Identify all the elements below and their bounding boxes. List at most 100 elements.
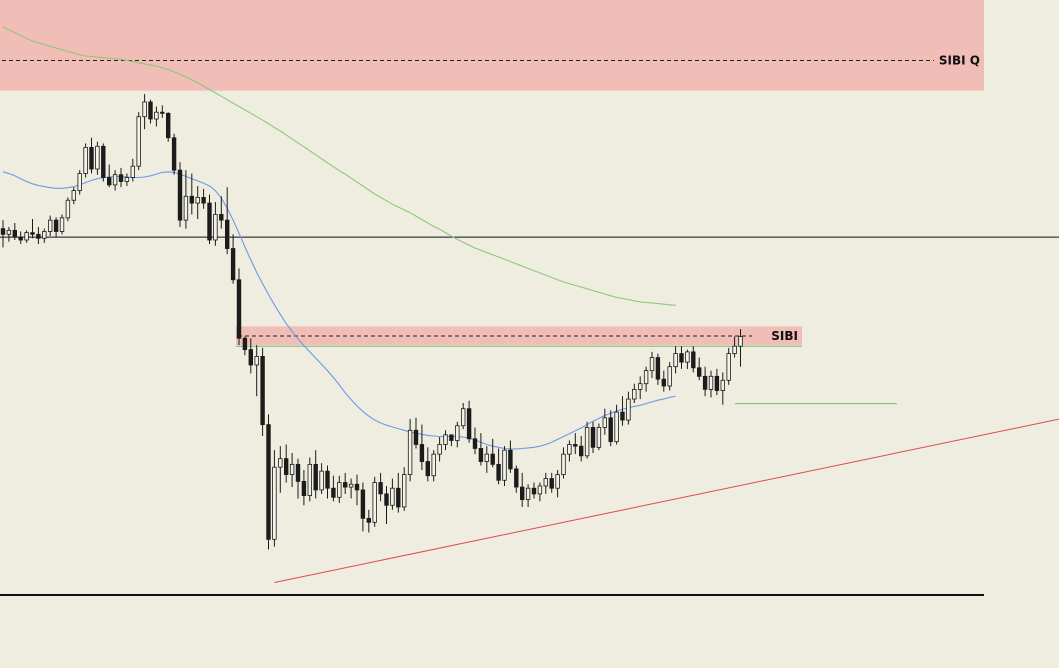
candle-body xyxy=(555,474,560,489)
candle xyxy=(95,141,100,175)
candle xyxy=(372,476,377,527)
candle-body xyxy=(201,196,206,204)
candle xyxy=(537,482,543,502)
candle xyxy=(579,435,584,462)
candle-body xyxy=(661,378,666,387)
candle xyxy=(331,475,336,502)
zone-labels: SIBI Q SIBI xyxy=(771,54,980,343)
candle xyxy=(337,475,342,503)
candle-body xyxy=(348,483,354,488)
candle-body xyxy=(573,444,578,447)
candle xyxy=(219,196,224,229)
candle-body xyxy=(242,337,248,351)
candle-body xyxy=(112,174,118,186)
candle xyxy=(697,357,702,381)
candle xyxy=(342,472,348,494)
candle-body xyxy=(65,199,71,219)
candle-body xyxy=(230,248,236,281)
candle-body xyxy=(278,458,283,468)
candle xyxy=(638,376,643,400)
candle-body xyxy=(632,388,637,400)
candle xyxy=(59,214,65,235)
candle-body xyxy=(579,445,584,457)
candle xyxy=(266,414,271,550)
candle-body xyxy=(136,116,141,167)
candle xyxy=(154,106,159,127)
candle-body xyxy=(236,279,242,339)
candle-body xyxy=(289,463,295,475)
candle xyxy=(626,391,631,425)
candle xyxy=(278,446,283,493)
candle-body xyxy=(443,434,448,445)
candle xyxy=(230,234,236,284)
candle-body xyxy=(419,444,425,462)
candle xyxy=(714,368,720,396)
candle xyxy=(307,457,312,502)
candle xyxy=(83,143,88,178)
candle-body xyxy=(478,448,484,462)
candle xyxy=(30,218,35,239)
candle xyxy=(53,217,59,238)
candle xyxy=(124,173,130,187)
candle-body xyxy=(165,112,171,139)
candle-body xyxy=(702,375,708,390)
candlesticks xyxy=(0,94,743,550)
candle-body xyxy=(602,417,607,428)
candle-body xyxy=(466,408,472,440)
candle-body xyxy=(673,353,678,368)
candle-body xyxy=(83,147,88,174)
candle-body xyxy=(307,463,312,496)
candle xyxy=(183,170,189,229)
candle-body xyxy=(643,370,649,385)
candle-body xyxy=(655,357,661,380)
candle-body xyxy=(0,228,6,235)
candle-body xyxy=(484,453,489,462)
candle xyxy=(584,421,590,459)
candle xyxy=(248,338,253,374)
candle-body xyxy=(431,453,436,477)
candle-body xyxy=(283,458,289,475)
candle-body xyxy=(12,229,17,238)
candle-body xyxy=(525,487,531,500)
candle xyxy=(12,222,17,240)
candle xyxy=(112,170,118,191)
candle xyxy=(643,366,649,392)
candle xyxy=(596,423,602,451)
candle xyxy=(437,437,442,462)
candle-body xyxy=(378,482,383,495)
candle-body xyxy=(520,486,525,500)
candle-body xyxy=(107,177,112,186)
candle-body xyxy=(679,353,684,363)
candle-body xyxy=(213,214,218,241)
candle-body xyxy=(667,366,672,387)
candle-body xyxy=(549,478,554,489)
candle xyxy=(118,167,124,188)
candle-body xyxy=(437,444,442,455)
candle xyxy=(525,484,531,507)
candle-body xyxy=(71,190,76,201)
candle xyxy=(608,410,613,447)
candle-body xyxy=(697,367,702,377)
candle xyxy=(449,434,454,447)
candle-body xyxy=(460,408,466,427)
candle xyxy=(160,105,165,118)
candle-body xyxy=(596,427,602,448)
candle-body xyxy=(708,375,714,390)
candle xyxy=(148,99,153,124)
candle-body xyxy=(331,487,336,498)
candle xyxy=(573,433,578,455)
candle xyxy=(691,346,696,373)
candle xyxy=(732,336,737,358)
candle-body xyxy=(714,375,720,391)
candle-body xyxy=(472,438,478,449)
candle-body xyxy=(24,232,29,241)
candle-body xyxy=(171,137,177,171)
candle-body xyxy=(48,219,53,232)
candle-body xyxy=(260,356,265,426)
candle xyxy=(419,424,425,471)
candle-body xyxy=(319,470,324,491)
candle-body xyxy=(401,474,407,508)
candle xyxy=(431,450,436,482)
candle-body xyxy=(608,417,613,443)
